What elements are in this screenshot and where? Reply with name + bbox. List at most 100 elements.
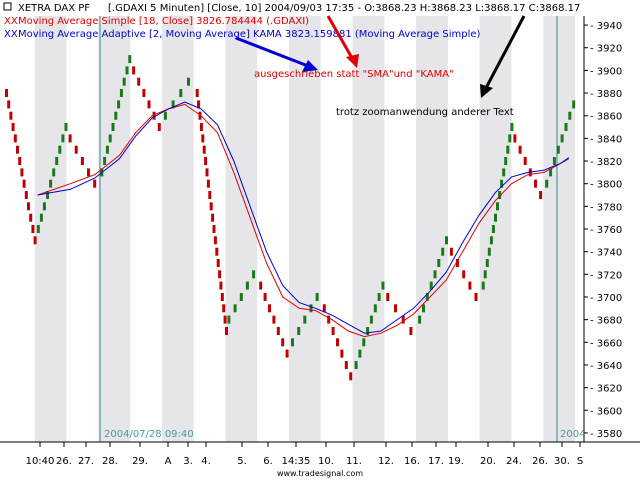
pnf-box-down [523,157,527,165]
pnf-box-down [33,236,37,245]
pnf-box-up [481,281,485,290]
pnf-box-down [220,293,224,301]
pnf-box-down [74,145,78,154]
pnf-box-down [218,270,222,279]
x-tick-label: 26. [532,456,548,467]
pnf-box-down [29,213,33,222]
checkbox-icon[interactable] [3,2,12,11]
pnf-box-up [373,304,377,313]
pnf-box-down [222,304,226,313]
pnf-box-down [281,338,285,347]
pnf-box-up [369,315,373,324]
pnf-box-up [49,179,53,188]
pnf-box-down [518,145,522,154]
x-tick-label: 26. [56,456,72,467]
pnf-box-up [252,270,256,279]
y-axis-ticks: - 3580 - 3600 - 3620 - 3640 - 3660 - 3680 - 37… [584,21,622,440]
annotation-sma-kama: ausgeschrieben statt "SMA"und "KAMA" [254,69,454,80]
session-band [34,16,67,442]
pnf-box-up [111,123,115,131]
pnf-box-up [303,315,307,324]
pnf-box-up [377,293,381,301]
pnf-box-up [117,100,121,109]
pnf-box-up [239,293,243,301]
y-tick-label: - 3880 [590,89,622,100]
y-tick-label: - 3800 [590,180,622,191]
pnf-box-down [205,168,209,177]
pnf-box-up [105,145,109,154]
left-date-stamp: 2004/07/28 09:40 [104,429,194,440]
pnf-box-down [268,304,271,313]
right-date-stamp: 2004 [560,429,585,440]
sma-legend-label: Moving Average Simple [18, Close] 3826.7… [18,16,309,27]
pnf-box-up [42,202,46,211]
pnf-box-down [197,100,201,109]
y-tick-label: - 3660 [590,338,622,349]
x-tick-label: A [165,456,172,467]
session-band [543,16,575,442]
pnf-box-down [276,327,280,335]
pnf-box-up [572,100,576,109]
pnf-box-down [394,304,397,313]
pnf-box-down [147,100,151,109]
session-band [225,16,258,442]
y-tick-label: - 3640 [590,361,622,372]
kama-legend-marker: XX [4,29,18,40]
pnf-box-down [386,293,390,301]
pnf-box-down [215,247,219,256]
pnf-box-down [68,134,72,143]
pnf-box-up [315,293,319,301]
pnf-box-up [433,270,437,279]
session-band [289,16,321,442]
x-tick-label: 10. [318,456,334,467]
arrow-black [484,15,526,89]
kama-line [37,101,570,334]
pnf-box-up [504,157,508,165]
pnf-box-down [449,247,453,256]
pnf-box-down [142,89,146,97]
arrow-blue [235,36,309,68]
pnf-box-down [202,145,206,154]
pnf-box-down [225,327,228,335]
y-tick-label: - 3720 [590,270,622,281]
pnf-box-up [366,327,370,335]
pnf-box-up [58,145,62,154]
kama-legend-label: Moving Average Adaptive [2, Moving Avera… [18,29,481,40]
pnf-box-up [508,134,512,143]
x-tick-label: 3. [183,456,193,467]
x-tick-label: 30. [554,456,570,467]
x-tick-label: 19. [448,456,464,467]
arrow-red [326,15,354,59]
pnf-box-up [437,259,441,267]
pnf-box-down [137,77,141,86]
x-tick-label: 6. [263,456,273,467]
pnf-box-down [344,361,348,369]
pnf-box-down [152,111,156,120]
pnf-box-up [418,315,422,324]
pnf-box-up [122,77,126,86]
session-bands [34,16,575,442]
pnf-box-up [36,225,40,233]
arrow-black-head [480,84,493,98]
pnf-box-down [263,293,267,301]
x-tick-label: 14:35 [282,456,311,467]
pnf-box-down [13,134,17,143]
pnf-box-up [114,111,118,120]
pnf-box-down [20,168,24,177]
pnf-box-down [198,111,202,120]
pnf-box-down [327,315,331,324]
pnf-box-down [223,315,227,324]
y-tick-label: - 3760 [590,225,622,236]
pnf-box-up [552,157,556,165]
y-tick-label: - 3920 [590,44,622,55]
pnf-box-up [502,168,506,177]
pnf-box-down [349,372,353,381]
pnf-box-down [16,145,19,154]
pnf-box-down [513,134,517,143]
pnf-box-down [409,327,413,335]
pnf-box-up [441,247,445,256]
pnf-box-up [549,168,553,177]
pnf-box-up [119,89,123,97]
session-band [416,16,448,442]
